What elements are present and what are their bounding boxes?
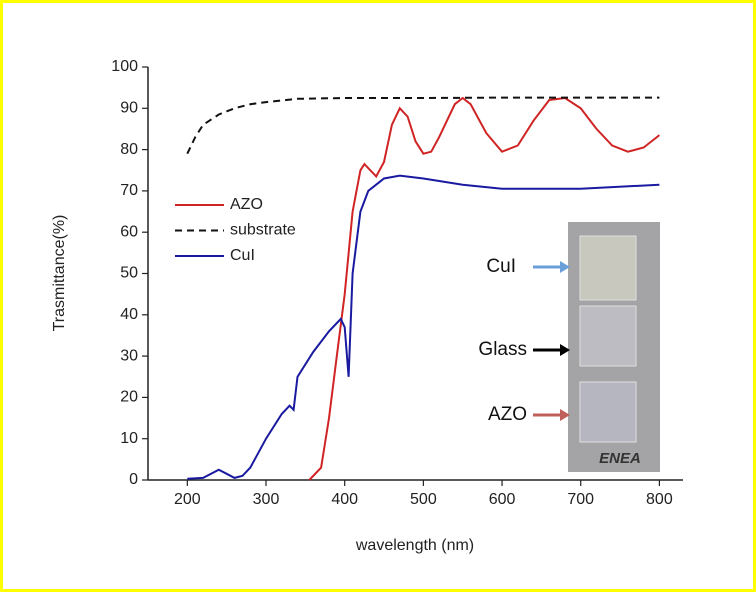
glass-plate bbox=[579, 381, 637, 443]
x-tick-label: 600 bbox=[489, 491, 516, 508]
x-tick-label: 800 bbox=[646, 491, 673, 508]
legend-label: substrate bbox=[230, 222, 296, 239]
y-tick-label: 60 bbox=[120, 223, 138, 240]
inset-label: CuI bbox=[486, 256, 516, 277]
glass-plate bbox=[579, 235, 637, 301]
y-tick-label: 20 bbox=[120, 389, 138, 406]
y-tick-label: 10 bbox=[120, 430, 138, 447]
y-tick-label: 0 bbox=[129, 471, 138, 488]
y-tick-label: 40 bbox=[120, 306, 138, 323]
arrow-head bbox=[560, 344, 570, 356]
inset-label: AZO bbox=[488, 404, 527, 425]
inset-photo: CuI Glass AZO ENEA bbox=[478, 222, 660, 472]
y-axis-label: Trasmittance(%) bbox=[51, 215, 68, 332]
x-tick-label: 700 bbox=[567, 491, 594, 508]
legend-label: AZO bbox=[230, 196, 263, 213]
y-tick-label: 80 bbox=[120, 141, 138, 158]
x-tick-label: 500 bbox=[410, 491, 437, 508]
x-tick-label: 200 bbox=[174, 491, 201, 508]
series-line bbox=[187, 174, 660, 480]
logo: ENEA bbox=[599, 450, 641, 467]
legend-label: CuI bbox=[230, 247, 255, 264]
y-tick-label: 50 bbox=[120, 265, 138, 282]
glass-plate bbox=[579, 305, 637, 367]
series-line bbox=[308, 96, 661, 481]
x-axis-label: wavelength (nm) bbox=[355, 537, 474, 554]
y-tick-label: 70 bbox=[120, 182, 138, 199]
x-tick-label: 300 bbox=[253, 491, 280, 508]
arrow-head bbox=[560, 409, 570, 421]
x-tick-label: 400 bbox=[331, 491, 358, 508]
y-tick-label: 30 bbox=[120, 347, 138, 364]
y-tick-label: 100 bbox=[111, 58, 138, 75]
arrow-head bbox=[560, 261, 570, 273]
y-tick-label: 90 bbox=[120, 100, 138, 117]
inset-label: Glass bbox=[478, 339, 527, 360]
series-line bbox=[186, 96, 660, 155]
